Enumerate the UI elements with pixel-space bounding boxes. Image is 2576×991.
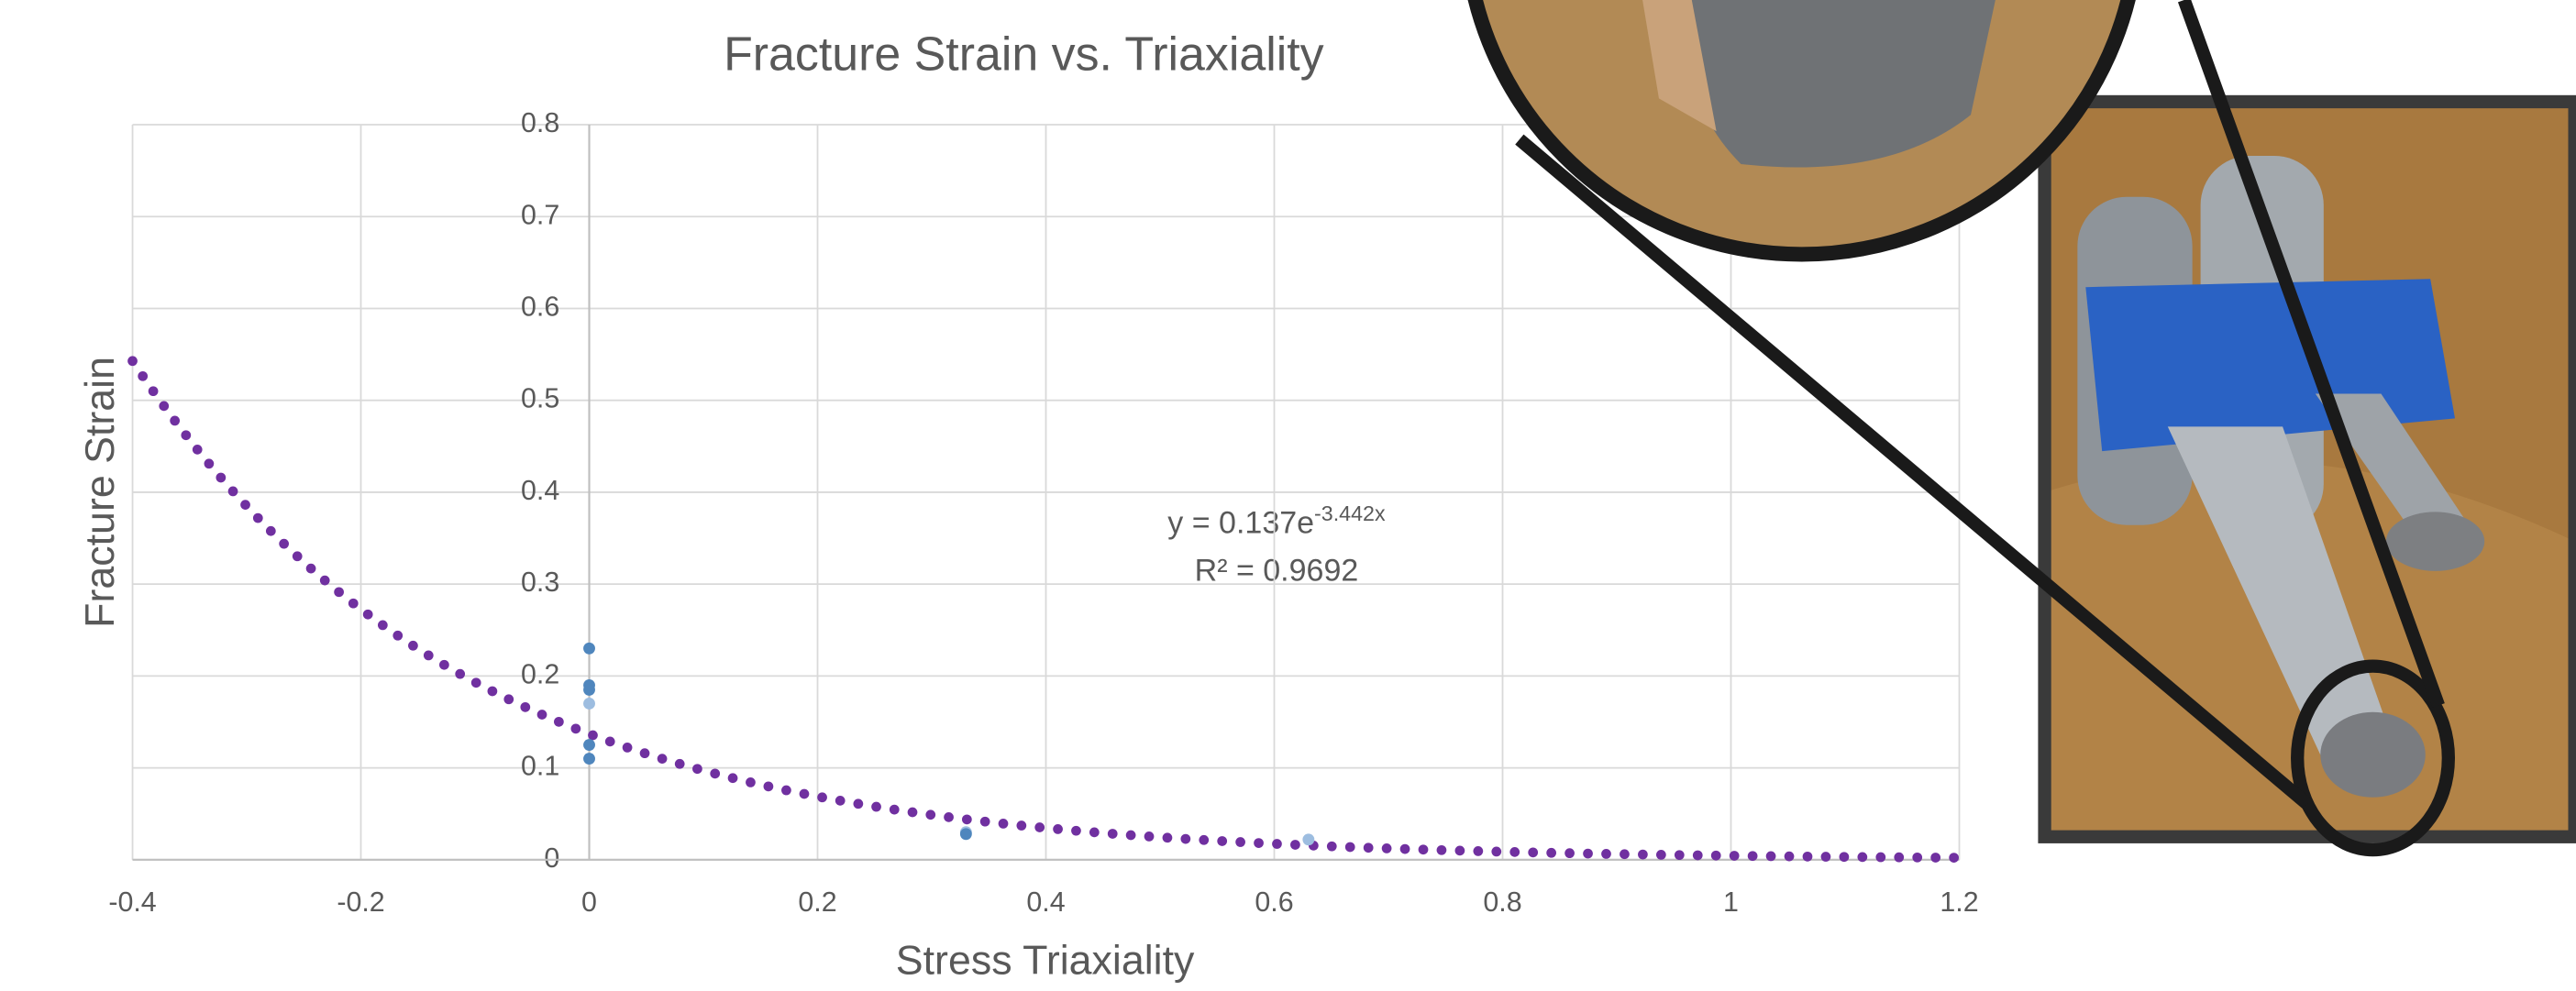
data-point bbox=[583, 739, 595, 751]
x-tick-label: 0.8 bbox=[1483, 886, 1521, 918]
y-axis-title: Fracture Strain bbox=[77, 357, 123, 628]
y-tick-label: 0.7 bbox=[521, 199, 559, 230]
x-tick-label: 0.4 bbox=[1026, 886, 1065, 918]
equation-base: y = 0.137e bbox=[1167, 506, 1314, 541]
y-tick-label: 0.2 bbox=[521, 658, 559, 689]
x-axis-title: Stress Triaxiality bbox=[896, 937, 1195, 983]
y-tick-label: 0.8 bbox=[521, 107, 559, 138]
data-point bbox=[583, 643, 595, 655]
y-tick-label: 0 bbox=[544, 842, 559, 874]
x-tick-label: 1.2 bbox=[1940, 886, 1978, 918]
y-tick-label: 0.6 bbox=[521, 292, 559, 323]
x-tick-label: -0.2 bbox=[337, 886, 384, 918]
data-point bbox=[1302, 833, 1314, 845]
y-tick-label: 0.5 bbox=[521, 383, 559, 414]
y-tick-label: 0.3 bbox=[521, 567, 559, 598]
x-tick-label: 1 bbox=[1723, 886, 1739, 918]
data-point bbox=[583, 698, 595, 710]
x-tick-label: 0 bbox=[581, 886, 597, 918]
chart-title: Fracture Strain vs. Triaxiality bbox=[724, 27, 1324, 80]
y-tick-label: 0.4 bbox=[521, 475, 559, 506]
x-tick-label: 0.6 bbox=[1255, 886, 1293, 918]
page: Fracture Strain vs. Triaxiality Stress T… bbox=[0, 0, 2576, 991]
data-point bbox=[583, 684, 595, 696]
x-tick-label: -0.4 bbox=[108, 886, 156, 918]
y-tick-label: 0.1 bbox=[521, 751, 559, 782]
x-tick-label: 0.2 bbox=[798, 886, 836, 918]
equation-exponent: -3.442x bbox=[1314, 501, 1386, 525]
data-point bbox=[960, 828, 972, 840]
r-squared: R² = 0.9692 bbox=[1195, 554, 1359, 589]
data-point bbox=[583, 753, 595, 765]
